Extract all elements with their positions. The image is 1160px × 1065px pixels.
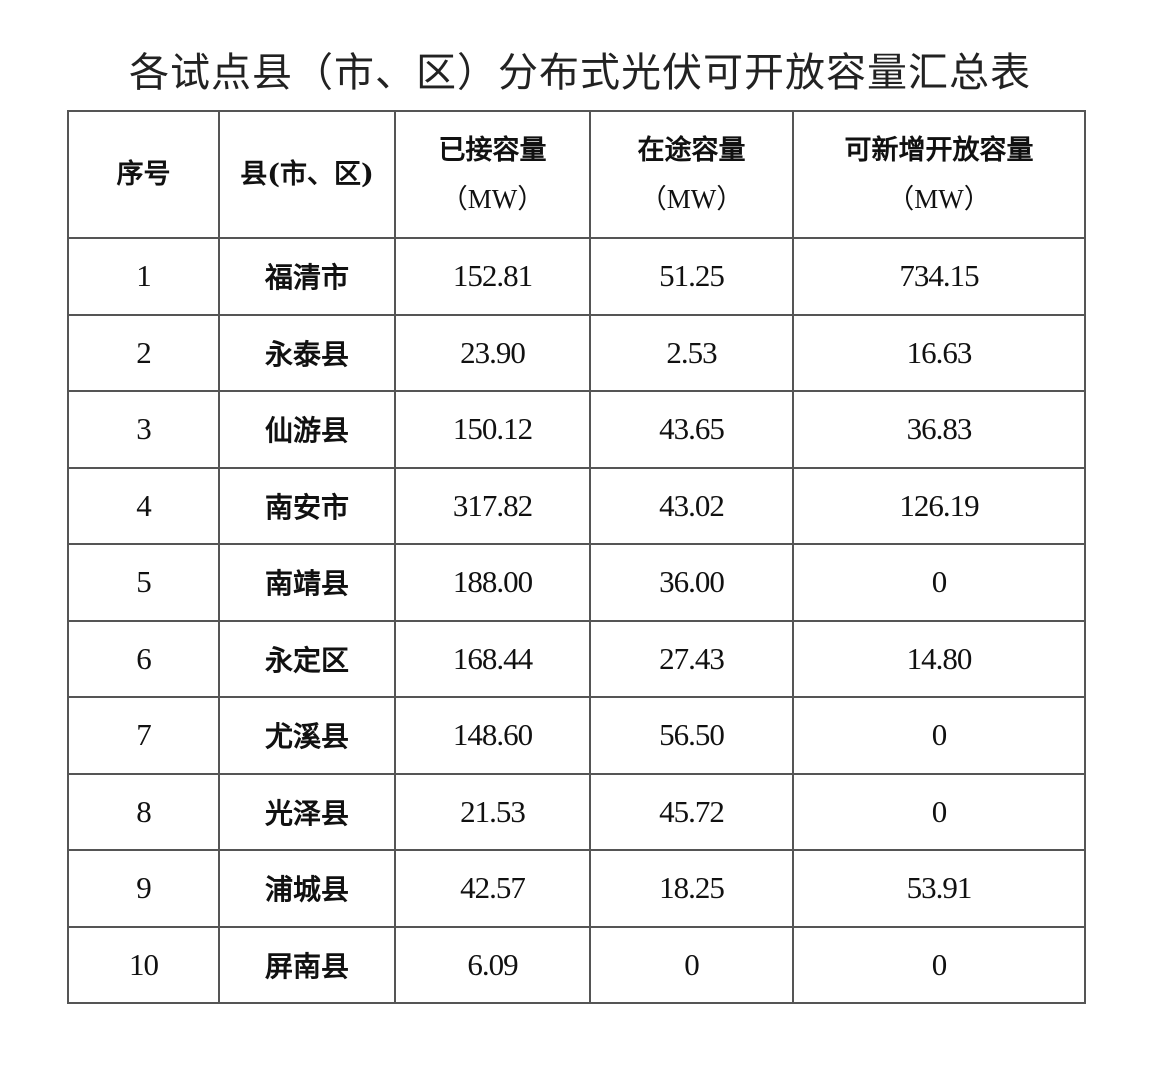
cell-new-capacity: 36.83 [792,390,1086,469]
cell-connected: 168.44 [394,619,591,698]
cell-index: 8 [67,772,220,851]
cell-index: 3 [67,390,220,469]
header-index: 序号 [67,110,220,239]
table-row: 4 南安市 317.82 43.02 126.19 [67,466,1086,545]
header-new-capacity: 可新增开放容量 （MW） [792,110,1086,239]
table-row: 7 尤溪县 148.60 56.50 0 [67,696,1086,775]
header-label: 县(市、区) [240,158,374,190]
cell-in-progress: 2.53 [589,313,794,392]
cell-in-progress: 45.72 [589,772,794,851]
cell-county: 仙游县 [218,390,396,469]
header-unit: （MW） [887,183,991,214]
cell-connected: 21.53 [394,772,591,851]
table-row: 10 屏南县 6.09 0 0 [67,925,1086,1004]
header-in-progress: 在途容量 （MW） [589,110,794,239]
cell-county: 浦城县 [218,849,396,928]
header-county: 县(市、区) [218,110,396,239]
cell-county: 永定区 [218,619,396,698]
table-row: 9 浦城县 42.57 18.25 53.91 [67,849,1086,928]
cell-connected: 6.09 [394,925,591,1004]
cell-connected: 188.00 [394,543,591,622]
table-row: 2 永泰县 23.90 2.53 16.63 [67,313,1086,392]
cell-new-capacity: 0 [792,925,1086,1004]
cell-in-progress: 43.02 [589,466,794,545]
cell-in-progress: 0 [589,925,794,1004]
capacity-table: 序号 县(市、区) 已接容量 （MW） 在途容量 （MW） 可新增开放容量 （MW） … [67,110,1086,1004]
cell-new-capacity: 0 [792,772,1086,851]
cell-in-progress: 56.50 [589,696,794,775]
cell-index: 2 [67,313,220,392]
cell-index: 10 [67,925,220,1004]
cell-new-capacity: 0 [792,696,1086,775]
header-row: 序号 县(市、区) 已接容量 （MW） 在途容量 （MW） 可新增开放容量 （MW） [67,110,1086,239]
cell-new-capacity: 734.15 [792,237,1086,316]
header-label: 可新增开放容量 [844,134,1034,166]
cell-in-progress: 36.00 [589,543,794,622]
cell-index: 7 [67,696,220,775]
cell-county: 永泰县 [218,313,396,392]
cell-county: 南靖县 [218,543,396,622]
header-label: 在途容量 [637,134,746,166]
cell-connected: 317.82 [394,466,591,545]
cell-index: 4 [67,466,220,545]
cell-index: 1 [67,237,220,316]
cell-new-capacity: 126.19 [792,466,1086,545]
table-row: 5 南靖县 188.00 36.00 0 [67,543,1086,622]
cell-connected: 148.60 [394,696,591,775]
cell-county: 南安市 [218,466,396,545]
cell-county: 尤溪县 [218,696,396,775]
table-row: 8 光泽县 21.53 45.72 0 [67,772,1086,851]
cell-index: 6 [67,619,220,698]
table-row: 3 仙游县 150.12 43.65 36.83 [67,390,1086,469]
cell-in-progress: 27.43 [589,619,794,698]
table-title: 各试点县（市、区）分布式光伏可开放容量汇总表 [129,50,1031,96]
table-row: 1 福清市 152.81 51.25 734.15 [67,237,1086,316]
header-unit: （MW） [639,183,744,214]
cell-index: 9 [67,849,220,928]
cell-county: 光泽县 [218,772,396,851]
cell-connected: 42.57 [394,849,591,928]
table-row: 6 永定区 168.44 27.43 14.80 [67,619,1086,698]
cell-new-capacity: 14.80 [792,619,1086,698]
cell-new-capacity: 16.63 [792,313,1086,392]
cell-connected: 23.90 [394,313,591,392]
cell-in-progress: 51.25 [589,237,794,316]
cell-new-capacity: 0 [792,543,1086,622]
cell-county: 福清市 [218,237,396,316]
header-label: 已接容量 [438,134,547,166]
cell-in-progress: 18.25 [589,849,794,928]
cell-in-progress: 43.65 [589,390,794,469]
header-label: 序号 [116,158,171,190]
cell-connected: 150.12 [394,390,591,469]
cell-new-capacity: 53.91 [792,849,1086,928]
cell-index: 5 [67,543,220,622]
header-connected: 已接容量 （MW） [394,110,591,239]
cell-county: 屏南县 [218,925,396,1004]
header-unit: （MW） [440,183,545,214]
cell-connected: 152.81 [394,237,591,316]
